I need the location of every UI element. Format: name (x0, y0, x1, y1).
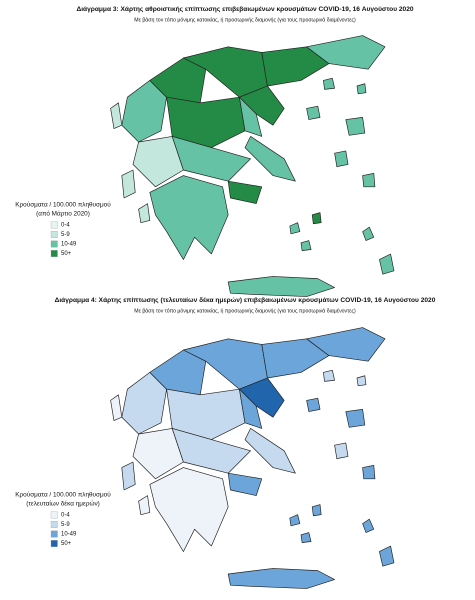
map-subtitle: Με βάση τον τόπο μόνιμης κατοικίας, ή πρ… (134, 307, 356, 314)
region (149, 467, 229, 552)
legend-swatch (50, 240, 58, 248)
region (311, 504, 322, 517)
map-title: Διάγραμμα 4: Χάρτης επίπτωσης (τελευταίω… (55, 296, 436, 304)
map (110, 327, 395, 589)
legend-swatch (50, 540, 58, 547)
region (227, 276, 335, 297)
legend-label: 5-9 (61, 522, 70, 528)
region (239, 388, 263, 429)
legend-swatch (50, 511, 58, 519)
region (306, 397, 321, 412)
region (345, 409, 366, 428)
region (121, 169, 136, 199)
legend-swatch (50, 221, 58, 229)
map (110, 35, 395, 297)
region (138, 495, 151, 515)
region (138, 203, 151, 223)
region (261, 46, 330, 87)
region (306, 327, 386, 362)
legend-label: 0-4 (61, 223, 70, 229)
region (171, 136, 251, 182)
region (356, 83, 367, 95)
region (300, 532, 312, 543)
region (323, 369, 335, 382)
region (334, 442, 349, 459)
region (306, 105, 321, 120)
legend-title: Κρούσματα / 100.000 πληθυσμού (15, 491, 111, 499)
region (227, 568, 335, 589)
region (132, 136, 184, 188)
legend-label: 50+ (61, 251, 72, 257)
region (149, 57, 207, 104)
region (306, 35, 386, 70)
legend-swatch (50, 521, 58, 528)
legend-title: Κρούσματα / 100.000 πληθυσμού (15, 201, 111, 209)
region (323, 77, 335, 90)
legend-swatch (50, 530, 58, 538)
legend-label: 5-9 (61, 232, 70, 238)
region (379, 545, 395, 567)
region (334, 150, 349, 167)
region (362, 465, 376, 480)
region (345, 117, 366, 136)
region (171, 428, 251, 474)
map-title: Διάγραμμα 3: Χάρτης αθροιστικής επίπτωση… (76, 6, 413, 13)
region (289, 514, 301, 527)
map-subtitle: Με βάση τον τόπο μόνιμης κατοικίας, ή πρ… (134, 16, 356, 23)
region (110, 102, 123, 129)
region (362, 518, 375, 533)
legend-label: 0-4 (61, 513, 70, 519)
region (261, 338, 330, 379)
legend-swatch (50, 250, 58, 257)
map-panel: Διάγραμμα 4: Χάρτης επίπτωσης (τελευταίω… (15, 296, 436, 589)
region (227, 180, 263, 204)
legend-swatch (50, 231, 58, 238)
region (149, 349, 207, 396)
region (227, 472, 263, 496)
legend-label: 50+ (61, 541, 72, 547)
region (244, 136, 296, 182)
region (110, 394, 123, 421)
region (311, 212, 322, 225)
legend-title: (τελευταίων δέκα ημερών) (26, 500, 100, 508)
map-panel: Διάγραμμα 3: Χάρτης αθροιστικής επίπτωση… (15, 6, 414, 297)
region (356, 375, 367, 387)
region (239, 96, 263, 137)
region (121, 461, 136, 491)
legend-title: (από Μάρτιο 2020) (36, 210, 90, 218)
region (362, 173, 376, 188)
region (300, 240, 312, 251)
region (379, 253, 395, 275)
legend-label: 10-49 (61, 242, 77, 248)
region (289, 222, 301, 235)
region (362, 226, 375, 241)
legend-label: 10-49 (61, 532, 77, 538)
region (244, 428, 296, 474)
region (149, 175, 229, 260)
region (132, 428, 184, 480)
